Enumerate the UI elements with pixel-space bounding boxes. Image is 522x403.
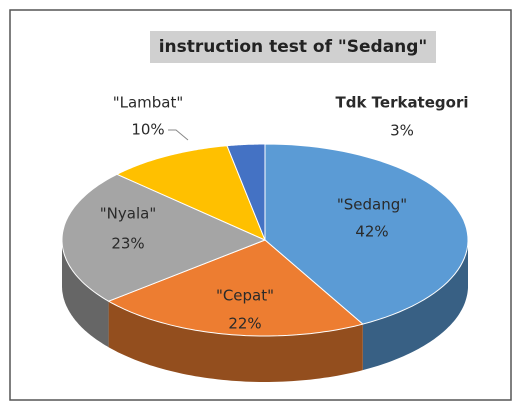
pie-tops: [61, 143, 469, 337]
value-label: 42%: [355, 223, 388, 241]
pie-slice: [107, 239, 364, 337]
slice-label: "Lambat": [113, 94, 184, 112]
title-box: [150, 31, 436, 63]
pie-slice-side: [362, 240, 468, 371]
pie-slice: [115, 145, 266, 241]
pie-slice: [264, 143, 469, 325]
pie-slice-side: [62, 240, 109, 348]
value-label: 23%: [111, 235, 144, 253]
chart-title: instruction test of "Sedang": [159, 37, 428, 57]
pie-slice-side: [108, 301, 363, 382]
pie-slice: [226, 143, 266, 241]
value-label: 3%: [390, 122, 414, 140]
pie-sides: [62, 240, 468, 382]
leader-line: [168, 129, 189, 141]
slice-label: "Sedang": [337, 196, 407, 214]
slice-label: "Nyala": [100, 205, 156, 223]
slice-label: "Cepat": [216, 287, 274, 305]
value-label: 10%: [131, 121, 164, 139]
slice-label: Tdk Terkategori: [335, 94, 468, 112]
value-label: 22%: [228, 315, 261, 333]
pie-slice: [61, 173, 267, 302]
labels: "Sedang" 42% "Cepat" 22% "Nyala" 23% "Lambat" 1…: [100, 94, 469, 333]
